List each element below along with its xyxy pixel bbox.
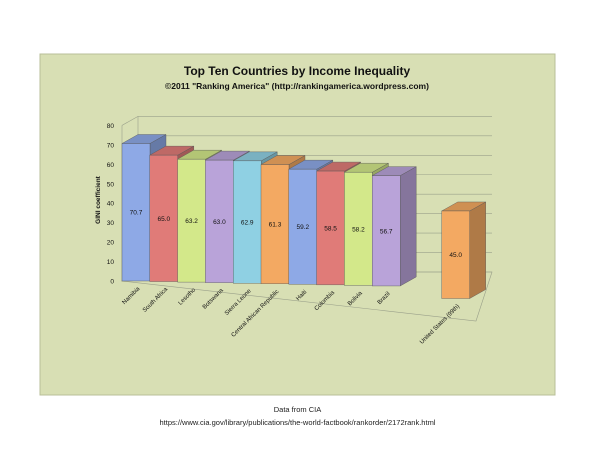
- y-tick-label-5: 50: [107, 181, 115, 188]
- y-tick-label-1: 10: [107, 259, 115, 266]
- data-label-6: 59.2: [296, 224, 309, 231]
- bar-side-10: [469, 201, 486, 299]
- chart-subtitle: ©2011 "Ranking America" (http://rankinga…: [165, 81, 429, 91]
- bar-front-0: [121, 143, 151, 282]
- chart-title: Top Ten Countries by Income Inequality: [184, 64, 411, 78]
- data-label-7: 58.5: [324, 225, 337, 232]
- bar-front-8: [344, 172, 373, 286]
- y-tick-label-4: 40: [107, 201, 115, 208]
- data-label-0: 70.7: [130, 210, 143, 217]
- y-tick-label-6: 60: [107, 162, 115, 169]
- bar-front-2: [177, 158, 206, 283]
- data-label-5: 61.3: [269, 222, 282, 229]
- bar-9: [371, 166, 417, 287]
- bar-front-6: [288, 168, 317, 285]
- bar-10: [440, 201, 487, 299]
- data-label-3: 63.0: [213, 219, 226, 226]
- bar-front-7: [316, 170, 345, 286]
- grid-diagonal-8: [121, 116, 139, 126]
- data-label-9: 56.7: [380, 228, 393, 235]
- bar-front-1: [149, 154, 179, 282]
- bar-front-4: [232, 160, 262, 284]
- y-tick-label-7: 70: [107, 142, 115, 149]
- bar-front-5: [260, 164, 290, 284]
- y-tick-label-3: 30: [107, 220, 115, 227]
- source-note: Data from CIA: [273, 405, 322, 414]
- data-label-2: 63.2: [185, 218, 198, 225]
- data-label-1: 65.0: [157, 216, 170, 223]
- data-label-10: 45.0: [449, 252, 462, 259]
- bar-side-9: [400, 166, 417, 287]
- data-label-8: 58.2: [352, 226, 365, 233]
- y-tick-label-8: 80: [107, 123, 115, 130]
- y-tick-label-0: 0: [110, 279, 114, 286]
- source-url: https://www.cia.gov/library/publications…: [159, 418, 436, 427]
- y-tick-label-2: 20: [107, 240, 115, 247]
- bar-front-9: [372, 175, 401, 287]
- bar-front-3: [205, 159, 234, 283]
- data-label-4: 62.9: [241, 220, 254, 227]
- bar-front-10: [441, 210, 470, 299]
- y-axis-label: GINI coefficient: [95, 175, 102, 224]
